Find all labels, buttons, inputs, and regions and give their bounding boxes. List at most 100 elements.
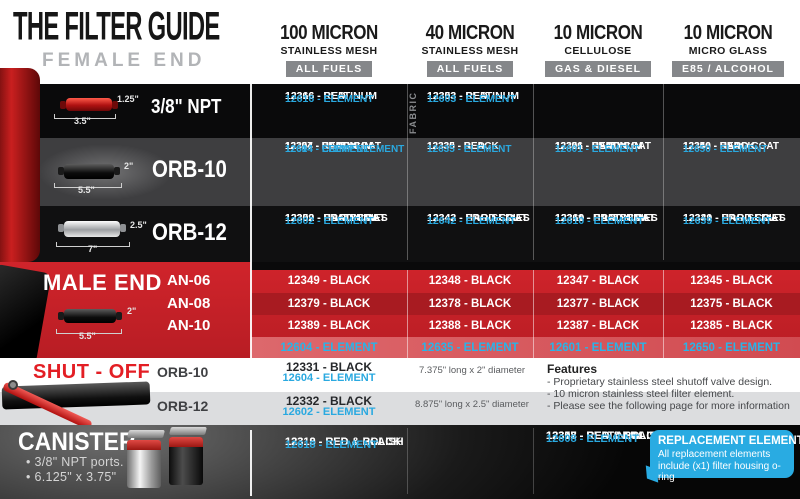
part-number: 12349 - BLACK bbox=[287, 275, 371, 287]
page-title: THE FILTER GUIDE bbox=[13, 4, 220, 49]
canister-cap-image bbox=[127, 440, 161, 450]
female-row-label: ORB-12 bbox=[152, 219, 227, 246]
an-size-label: AN-08 bbox=[167, 295, 211, 312]
canister-title: CANISTER bbox=[18, 428, 136, 456]
male-row-elements: 12604 - ELEMENT 12635 - ELEMENT 12601 - … bbox=[0, 337, 800, 358]
red-filter-photo bbox=[0, 68, 40, 262]
section-divider bbox=[251, 262, 800, 270]
part-number: 12388 - BLACK bbox=[428, 320, 512, 332]
part-number: 12379 - BLACK bbox=[287, 298, 371, 310]
dimension-length: 7" bbox=[88, 244, 98, 254]
npt-filter-image bbox=[60, 98, 118, 111]
size-spec: 8.875" long x 2.5" diameter bbox=[415, 399, 529, 410]
part-number: 12375 - BLACK bbox=[690, 298, 773, 310]
callout-body: All replacement elements include (x1) fi… bbox=[658, 449, 781, 483]
column-separator bbox=[533, 84, 534, 260]
element-number: 12602 - ELEMENT bbox=[282, 406, 376, 418]
column-separator bbox=[533, 428, 534, 494]
column-material-label: STAINLESS MESH bbox=[280, 45, 378, 57]
size-spec: 7.375" long x 2" diameter bbox=[418, 365, 526, 376]
female-row-orb10: 2" 5.5" ORB-10 12304 - RED 12324 - BLACK 1… bbox=[0, 138, 800, 206]
female-row-npt: 1.25" 3.5" 3/8" NPT 12316 - RED 12366 - P… bbox=[0, 84, 800, 138]
column-separator bbox=[407, 270, 408, 358]
element-number: 12604 - ELEMENT bbox=[280, 342, 378, 354]
male-row-an08: AN-08 12379 - BLACK 12378 - BLACK 12377 … bbox=[0, 293, 800, 315]
features-list: - Proprietary stainless steel shutoff va… bbox=[547, 376, 790, 412]
orb10-filter-image bbox=[58, 164, 120, 179]
column-material-label: STAINLESS MESH bbox=[421, 45, 519, 57]
canister-cap-image bbox=[169, 437, 203, 447]
male-end-title: MALE END bbox=[43, 270, 162, 295]
part-number: 12378 - BLACK bbox=[428, 298, 512, 310]
an-size-label: AN-10 bbox=[167, 317, 211, 334]
orb12-filter-image bbox=[58, 221, 126, 237]
part-number: 12385 - BLACK bbox=[690, 320, 773, 332]
column-separator bbox=[407, 428, 408, 494]
canister-specs: • 3/8" NPT ports. • 6.125" x 3.75" bbox=[26, 455, 124, 484]
parts-cell: 12340 - RED 12350 - BLACK 12346 - HARD COA… bbox=[683, 141, 779, 155]
column-header-40-micron: 40 MICRON STAINLESS MESH ALL FUELS bbox=[407, 22, 533, 77]
male-row-an10: AN-10 12389 - BLACK 12388 - BLACK 12387 … bbox=[0, 315, 800, 337]
column-separator bbox=[663, 84, 664, 260]
column-micron-label: 100 MICRON bbox=[280, 22, 378, 44]
dimension-length: 3.5" bbox=[74, 116, 91, 126]
parts-cell: 12339 - PRO SERIES 12341 - HARD COAT 1263… bbox=[683, 212, 786, 227]
part-number: 12389 - BLACK bbox=[287, 320, 371, 332]
dimension-height: 2.5" bbox=[130, 220, 147, 230]
replacement-elements-callout: REPLACEMENT ELEMENTS All replacement ele… bbox=[650, 430, 800, 483]
label-data-separator bbox=[250, 84, 252, 262]
element-number: 12650 - ELEMENT bbox=[682, 342, 781, 354]
female-row-label: ORB-10 bbox=[152, 156, 227, 183]
dimension-bracket bbox=[54, 183, 122, 188]
fuel-badge: GAS & DIESEL bbox=[544, 61, 652, 77]
canister-bracket-image bbox=[127, 430, 165, 438]
shutoff-title: SHUT - OFF bbox=[33, 361, 151, 383]
row-stripe bbox=[251, 337, 800, 358]
column-micron-label: 10 MICRON bbox=[553, 22, 643, 44]
column-header-10-micron-cellulose: 10 MICRON CELLULOSE GAS & DIESEL bbox=[533, 22, 663, 77]
fuel-badge: E85 / ALCOHOL bbox=[672, 61, 784, 77]
features-title: Features bbox=[547, 362, 598, 376]
column-micron-label: 10 MICRON bbox=[683, 22, 773, 44]
parts-cell: 12316 - RED 12366 - PLATINUM 12616 - ELEM… bbox=[285, 90, 377, 105]
fabric-note: FABRIC bbox=[408, 91, 418, 135]
page-subtitle: FEMALE END bbox=[42, 50, 206, 71]
canister-bracket-image bbox=[169, 427, 207, 435]
dimension-height: 1.25" bbox=[117, 94, 139, 104]
shutoff-size-label: ORB-10 bbox=[157, 364, 209, 380]
element-number: 12604 - ELEMENT bbox=[282, 372, 376, 384]
dimension-bracket bbox=[54, 114, 116, 119]
dimension-length: 5.5" bbox=[78, 185, 95, 195]
canister-chrome-image bbox=[127, 440, 161, 488]
callout-title: REPLACEMENT ELEMENTS bbox=[658, 435, 800, 447]
dimension-length: 5.5" bbox=[79, 331, 96, 341]
part-number: 12332 - BLACK bbox=[285, 394, 373, 408]
part-number: 12331 - BLACK bbox=[285, 360, 373, 374]
label-data-separator bbox=[250, 430, 252, 496]
dimension-height: 2" bbox=[127, 306, 137, 316]
column-material-label: MICRO GLASS bbox=[688, 45, 768, 57]
part-number: 12345 - BLACK bbox=[690, 275, 773, 287]
canister-black-image bbox=[169, 437, 203, 485]
parts-cell: 12303 - RED 12353 - PLATINUM 12603 - ELEM… bbox=[427, 90, 519, 105]
shutoff-valve-hinge-image bbox=[8, 380, 18, 390]
row-stripe bbox=[251, 293, 800, 315]
parts-cell: 12301 - RED 12321 - BLACK 12351 - PLATINUM… bbox=[555, 141, 651, 155]
parts-cell: 12302 - PRO SERIES 12352 - PLATINUM 12309 … bbox=[285, 212, 388, 227]
column-separator bbox=[407, 84, 408, 260]
parts-cell: 12335 - RED 12330 - BLACK 12635 - ELEMENT bbox=[427, 141, 512, 155]
part-number: 12387 - BLACK bbox=[556, 320, 640, 332]
label-data-separator bbox=[250, 262, 252, 358]
element-number: 12601 - ELEMENT bbox=[549, 342, 647, 354]
dimension-bracket bbox=[56, 329, 122, 334]
dimension-height: 2" bbox=[124, 161, 134, 171]
female-row-orb12: 2.5" 7" ORB-12 12302 - PRO SERIES 12352 -… bbox=[0, 206, 800, 262]
element-number: 12635 - ELEMENT bbox=[421, 342, 519, 354]
part-number: 12377 - BLACK bbox=[556, 298, 640, 310]
fuel-badge: ALL FUELS bbox=[285, 61, 373, 77]
parts-cell: 12310 - PRO SERIES 12360 - PLATINUM 12311 … bbox=[555, 212, 658, 227]
column-material-label: CELLULOSE bbox=[564, 45, 632, 57]
female-row-label: 3/8" NPT bbox=[151, 96, 222, 118]
part-number: 12347 - BLACK bbox=[556, 275, 640, 287]
